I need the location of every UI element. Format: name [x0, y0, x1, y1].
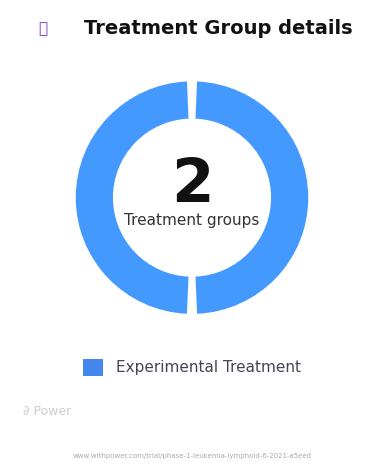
Text: www.withpower.com/trial/phase-1-leukemia-lymphoid-6-2021-a5eed: www.withpower.com/trial/phase-1-leukemia… — [73, 453, 311, 459]
Text: 2: 2 — [170, 157, 214, 215]
Text: Treatment groups: Treatment groups — [124, 213, 260, 228]
Wedge shape — [195, 81, 308, 314]
Wedge shape — [76, 81, 189, 314]
Text: 👥: 👥 — [38, 21, 48, 36]
Text: ∂ Power: ∂ Power — [23, 405, 71, 418]
Legend: Experimental Treatment: Experimental Treatment — [83, 359, 301, 376]
Text: Treatment Group details: Treatment Group details — [84, 19, 353, 38]
